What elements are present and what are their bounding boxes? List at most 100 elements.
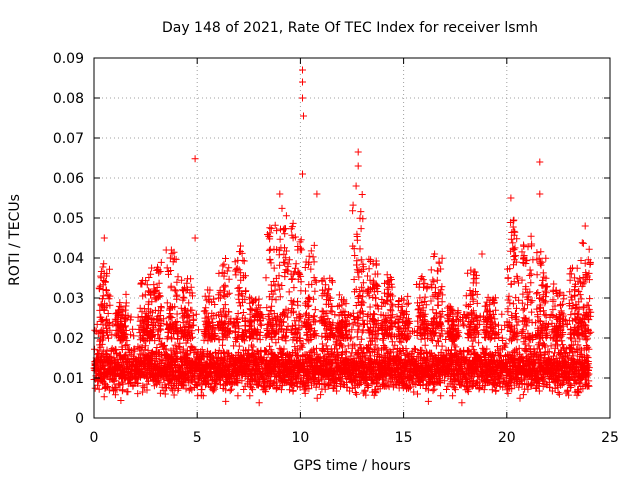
data-point (115, 362, 123, 370)
data-point (124, 355, 132, 363)
data-point (129, 325, 137, 333)
data-point (141, 346, 149, 354)
data-point (265, 373, 273, 381)
data-point (430, 315, 438, 323)
data-point (313, 394, 321, 402)
data-point (257, 321, 265, 329)
data-point (289, 386, 297, 394)
data-point (161, 341, 168, 349)
data-point (338, 354, 346, 362)
data-point (134, 313, 142, 321)
data-point (163, 384, 170, 392)
data-point (246, 392, 254, 400)
data-point (430, 385, 438, 393)
data-point (376, 385, 384, 393)
data-point (450, 384, 458, 392)
data-point (117, 397, 125, 404)
data-point (333, 380, 341, 387)
data-point (156, 379, 164, 387)
data-point (234, 379, 242, 387)
data-point (126, 316, 134, 324)
data-point (199, 392, 207, 400)
data-point (441, 377, 449, 385)
data-point (333, 387, 341, 395)
data-point (174, 386, 182, 394)
data-point (248, 341, 255, 349)
data-point (228, 385, 235, 393)
data-point (187, 384, 195, 392)
data-point (248, 384, 256, 392)
data-point (123, 341, 131, 349)
data-point (410, 380, 418, 388)
data-point (356, 341, 364, 349)
data-point (94, 357, 101, 365)
data-point (316, 353, 324, 361)
data-point (139, 388, 147, 396)
data-point (438, 342, 446, 350)
data-point (443, 386, 450, 393)
data-point (249, 343, 257, 351)
data-point (344, 342, 352, 350)
data-point (442, 336, 450, 343)
data-point (347, 333, 355, 341)
data-point (127, 331, 135, 339)
data-point (189, 344, 197, 352)
data-point (382, 370, 390, 378)
data-point (397, 338, 405, 346)
data-point (372, 389, 380, 397)
data-point (412, 381, 420, 388)
data-point (312, 383, 320, 391)
data-point (192, 310, 200, 318)
data-point (93, 320, 101, 328)
data-point (373, 344, 381, 352)
data-point (322, 342, 330, 350)
data-point (305, 385, 313, 393)
data-point (240, 386, 248, 393)
data-point (121, 342, 129, 349)
data-point (410, 388, 418, 396)
chart-title: Day 148 of 2021, Rate Of TEC Index for r… (162, 20, 538, 36)
data-point (262, 384, 270, 392)
data-point (238, 377, 246, 385)
data-point (277, 386, 285, 394)
data-point (343, 383, 351, 391)
data-point (328, 349, 336, 357)
data-point (95, 385, 103, 393)
data-point (180, 381, 188, 389)
data-point (108, 345, 116, 353)
data-point (130, 332, 138, 340)
data-point (222, 397, 230, 405)
data-point (127, 313, 135, 321)
data-point (170, 391, 178, 399)
data-point (351, 342, 359, 350)
data-point (410, 345, 418, 353)
data-point (222, 386, 230, 394)
data-point (419, 376, 427, 384)
data-point (424, 386, 432, 394)
data-point (134, 380, 142, 387)
data-point (348, 326, 356, 334)
data-point (176, 339, 184, 347)
data-point (308, 354, 316, 362)
data-point (91, 326, 99, 334)
data-point (255, 399, 263, 407)
data-point (388, 314, 396, 322)
data-point (364, 382, 372, 390)
data-point (324, 346, 332, 354)
data-point (436, 374, 444, 382)
data-point (263, 348, 270, 356)
data-point (286, 386, 294, 394)
data-point (271, 379, 279, 387)
data-point (175, 384, 182, 392)
data-point (389, 345, 397, 353)
data-point (449, 392, 457, 400)
data-point (98, 352, 106, 360)
data-point (195, 378, 203, 386)
data-point (363, 349, 371, 357)
data-point (175, 343, 183, 350)
data-point (262, 347, 270, 355)
data-point (310, 345, 318, 353)
data-point (143, 380, 151, 388)
